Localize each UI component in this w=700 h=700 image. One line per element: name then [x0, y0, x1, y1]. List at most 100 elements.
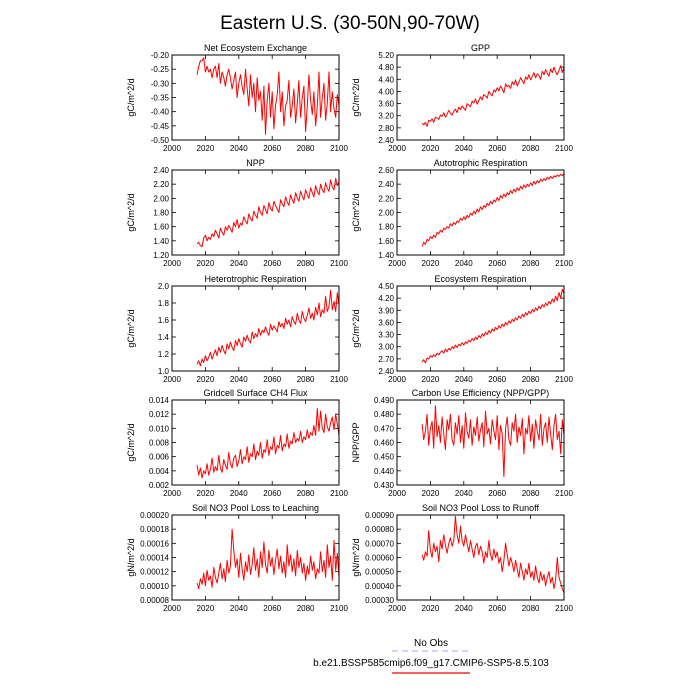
y-tick-label: 2.00: [378, 209, 394, 218]
y-tick-label: 0.440: [374, 467, 395, 476]
x-tick-label: 2040: [455, 144, 473, 153]
y-tick-label: 5.20: [378, 51, 394, 60]
x-tick-label: 2060: [488, 489, 506, 498]
x-tick-label: 2000: [388, 489, 406, 498]
y-tick-label: 0.00020: [140, 511, 169, 520]
y-axis-label: gC/m^2/d: [351, 193, 361, 231]
y-tick-label: 0.014: [149, 396, 170, 405]
y-tick-label: 4.80: [378, 63, 394, 72]
panel-title: Net Ecosystem Exchange: [204, 43, 307, 53]
x-tick-label: 2080: [522, 489, 540, 498]
x-tick-label: 2080: [522, 144, 540, 153]
x-tick-label: 2060: [488, 604, 506, 613]
panel-title: Autotrophic Respiration: [434, 158, 528, 168]
y-tick-label: 2.40: [153, 166, 169, 175]
y-tick-label: 2.20: [153, 180, 169, 189]
plot-frame: [171, 169, 340, 256]
series-line: [196, 289, 340, 367]
y-tick-label: 0.012: [149, 410, 170, 419]
series-line: [196, 528, 340, 590]
x-tick-label: 2060: [263, 489, 281, 498]
y-tick-label: 0.00008: [140, 596, 169, 605]
y-tick-label: 2.80: [378, 124, 394, 133]
x-tick-label: 2060: [263, 259, 281, 268]
x-tick-label: 2020: [422, 489, 440, 498]
x-tick-label: 2060: [263, 144, 281, 153]
series-line: [421, 65, 565, 127]
y-tick-label: 0.00060: [365, 554, 394, 563]
y-tick-label: 2.20: [378, 194, 394, 203]
y-tick-label: 0.006: [149, 453, 170, 462]
x-tick-label: 2020: [422, 375, 440, 384]
panel-carbon-use-efficiency-npp-gpp: Carbon Use Efficiency (NPP/GPP) NPP/GPP 0.…: [351, 388, 573, 498]
y-tick-label: 0.460: [374, 439, 395, 448]
series-line: [421, 173, 565, 247]
y-axis-label: gC/m^2/d: [126, 193, 136, 231]
x-tick-label: 2080: [297, 489, 315, 498]
plot-frame: [396, 399, 565, 486]
x-tick-label: 2060: [263, 375, 281, 384]
panel-title: Soil NO3 Pool Loss to Leaching: [192, 503, 319, 513]
y-tick-label: 3.30: [378, 331, 394, 340]
x-tick-label: 2060: [488, 259, 506, 268]
panel-title: NPP: [246, 158, 265, 168]
y-tick-label: -0.45: [151, 122, 170, 131]
x-tick-label: 2080: [297, 259, 315, 268]
y-tick-label: 0.00040: [365, 582, 394, 591]
y-tick-label: 0.470: [374, 424, 395, 433]
y-tick-label: -0.20: [151, 51, 170, 60]
y-tick-label: 4.20: [378, 294, 394, 303]
x-tick-label: 2060: [488, 375, 506, 384]
x-tick-label: 2100: [555, 489, 573, 498]
y-tick-label: 0.00014: [140, 554, 169, 563]
y-tick-label: 1.40: [378, 251, 394, 260]
figure-title: Eastern U.S. (30-50N,90-70W): [220, 13, 480, 34]
x-tick-label: 2080: [522, 604, 540, 613]
y-tick-label: 3.60: [378, 100, 394, 109]
y-tick-label: 2.40: [378, 180, 394, 189]
panel-autotrophic-respiration: Autotrophic Respiration gC/m^2/d 1.40 1.60 1…: [351, 158, 573, 268]
x-tick-label: 2040: [230, 375, 248, 384]
y-tick-label: 0.00070: [365, 539, 394, 548]
x-tick-label: 2040: [230, 489, 248, 498]
panel-soil-no3-pool-loss-to-leaching: Soil NO3 Pool Loss to Leaching gN/m^2/d 0.…: [126, 503, 348, 613]
y-tick-label: -0.35: [151, 94, 170, 103]
x-tick-label: 2000: [163, 259, 181, 268]
x-tick-label: 2080: [297, 604, 315, 613]
series-line: [196, 178, 340, 247]
y-tick-label: 3.60: [378, 318, 394, 327]
y-tick-label: 0.00010: [140, 582, 169, 591]
panel-npp: NPP gC/m^2/d 1.20 1.40 1.60 1.80 2.00 2.20 2.40 2…: [126, 158, 348, 268]
x-tick-label: 2040: [230, 259, 248, 268]
y-tick-label: 0.004: [149, 467, 170, 476]
y-tick-label: -0.40: [151, 108, 170, 117]
y-tick-label: 0.00050: [365, 568, 394, 577]
x-tick-label: 2020: [422, 604, 440, 613]
series-line: [196, 57, 340, 135]
x-tick-label: 2100: [555, 604, 573, 613]
plot-frame: [171, 399, 340, 486]
y-tick-label: 1.2: [158, 350, 170, 359]
x-tick-label: 2020: [197, 144, 215, 153]
y-axis-label: gN/m^2/d: [351, 538, 361, 576]
plot-frame: [396, 285, 565, 372]
y-axis-label: gC/m^2/d: [351, 78, 361, 116]
y-axis-label: NPP/GPP: [351, 422, 361, 462]
y-tick-label: 3.90: [378, 306, 394, 315]
plot-frame: [396, 169, 565, 256]
y-tick-label: 0.00016: [140, 539, 169, 548]
x-tick-label: 2000: [163, 604, 181, 613]
panel-title: Soil NO3 Pool Loss to Runoff: [422, 503, 539, 513]
x-tick-label: 2100: [330, 489, 348, 498]
y-tick-label: 0.480: [374, 410, 395, 419]
panel-title: Carbon Use Efficiency (NPP/GPP): [412, 388, 549, 398]
y-tick-label: 2.00: [153, 194, 169, 203]
x-tick-label: 2100: [330, 259, 348, 268]
y-tick-label: 1.20: [153, 251, 169, 260]
panel-title: Ecosystem Respiration: [434, 274, 526, 284]
legend-obs-label: No Obs: [414, 638, 448, 649]
y-axis-label: gC/m^2/d: [126, 309, 136, 347]
y-tick-label: 1.4: [158, 333, 170, 342]
plot-frame: [171, 285, 340, 372]
y-axis-label: gC/m^2/d: [351, 309, 361, 347]
